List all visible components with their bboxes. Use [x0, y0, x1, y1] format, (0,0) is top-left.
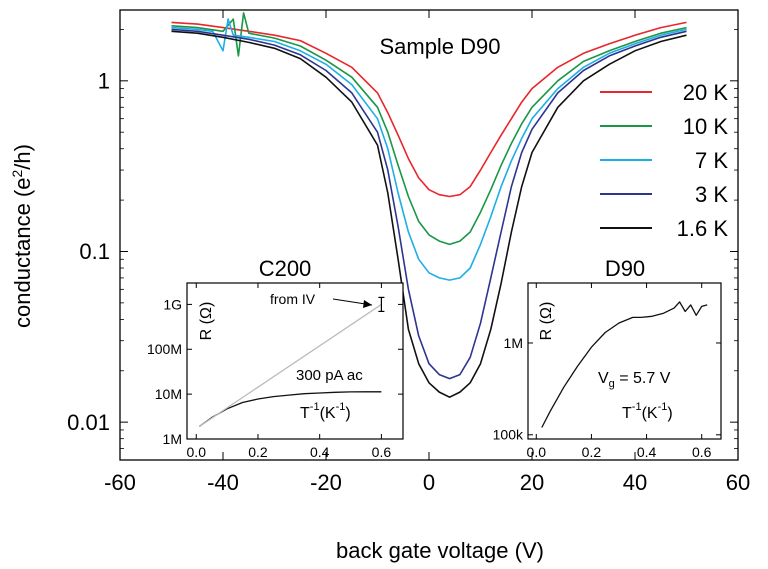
- legend-label: 3 K: [695, 182, 728, 207]
- main-series-3-k: [171, 28, 687, 380]
- main-series-20-k: [171, 21, 687, 198]
- inset2-x-tick-label: 0.6: [692, 444, 712, 460]
- inset2-y-tick-label: 1M: [504, 335, 523, 351]
- main-x-tick-label: 0: [423, 470, 435, 495]
- inset-c200: 0.0 0.2 0.4 0.6 1M 10M 100M 1G C200 R (Ω) T-1(…: [147, 256, 404, 460]
- legend-label: 20 K: [683, 80, 729, 105]
- inset1-x-tick-label: 0.0: [187, 444, 207, 460]
- inset1-y-tick-label: 1M: [163, 431, 182, 447]
- inset-d90-x-axis-label: T-1(K-1): [622, 401, 673, 422]
- inset1-y-tick-label: 10M: [155, 386, 182, 402]
- inset2-series-d90: [541, 301, 708, 428]
- inset-c200-y-axis-label: R (Ω): [198, 302, 215, 341]
- main-y-tick-label: 0.01: [67, 410, 110, 435]
- inset-d90: 0.0 0.2 0.4 0.6 100k 1M D90 R (Ω) Vg = 5.7 V…: [493, 256, 722, 460]
- main-x-tick-label: -60: [104, 470, 136, 495]
- main-y-axis-label: conductance (e2/h): [9, 144, 35, 328]
- main-legend: 20 K 10 K 7 K 3 K 1.6 K: [600, 80, 728, 241]
- inset1-x-tick-label: 0.2: [248, 444, 268, 460]
- inset1-y-tick-label: 1G: [163, 296, 182, 312]
- inset2-x-tick-label: 0.4: [637, 444, 657, 460]
- inset-c200-title: C200: [259, 256, 312, 281]
- main-series-1-6-k: [171, 30, 687, 399]
- inset-d90-background: [527, 282, 722, 440]
- inset-c200-annotation-arrowhead: [363, 300, 372, 308]
- legend-label: 10 K: [683, 114, 729, 139]
- main-x-tick-label: 20: [520, 470, 544, 495]
- inset-c200-background: [186, 282, 404, 440]
- inset1-y-tick-label: 100M: [147, 341, 182, 357]
- main-y-tick-label: 1: [98, 69, 110, 94]
- inset1-x-tick-label: 0.6: [372, 444, 392, 460]
- inset-c200-annotation-ac: 300 pA ac: [296, 367, 363, 384]
- inset-c200-annotation-from-iv: from IV: [270, 291, 316, 307]
- inset1-x-tick-label: 0.4: [310, 444, 330, 460]
- inset1-series-from-iv: [198, 303, 382, 428]
- main-series-10-k: [171, 12, 687, 246]
- main-title: Sample D90: [379, 34, 500, 59]
- inset2-x-tick-label: 0.0: [527, 444, 547, 460]
- inset-d90-title: D90: [605, 256, 645, 281]
- main-x-tick-label: 60: [726, 470, 750, 495]
- inset1-series-300-pa-ac: [198, 391, 382, 428]
- main-x-tick-label: -40: [207, 470, 239, 495]
- inset-d90-y-axis-label: R (Ω): [538, 302, 555, 341]
- inset-c200-x-axis-label: T-1(K-1): [300, 401, 351, 422]
- inset-d90-annotation-vg: Vg = 5.7 V: [598, 370, 671, 390]
- main-plot: -60 -40 -20 0 20 40 60 1 0.1 0.01 Sample D90 bac…: [9, 9, 750, 563]
- inset2-x-tick-label: 0.2: [582, 444, 602, 460]
- legend-label: 1.6 K: [677, 216, 729, 241]
- main-x-axis-label: back gate voltage (V): [336, 538, 544, 563]
- main-y-tick-label: 0.1: [79, 239, 110, 264]
- main-x-tick-label: 40: [623, 470, 647, 495]
- main-x-tick-label: -20: [310, 470, 342, 495]
- main-series-7-k: [171, 18, 687, 281]
- legend-label: 7 K: [695, 148, 728, 173]
- inset2-y-tick-label: 100k: [493, 427, 524, 443]
